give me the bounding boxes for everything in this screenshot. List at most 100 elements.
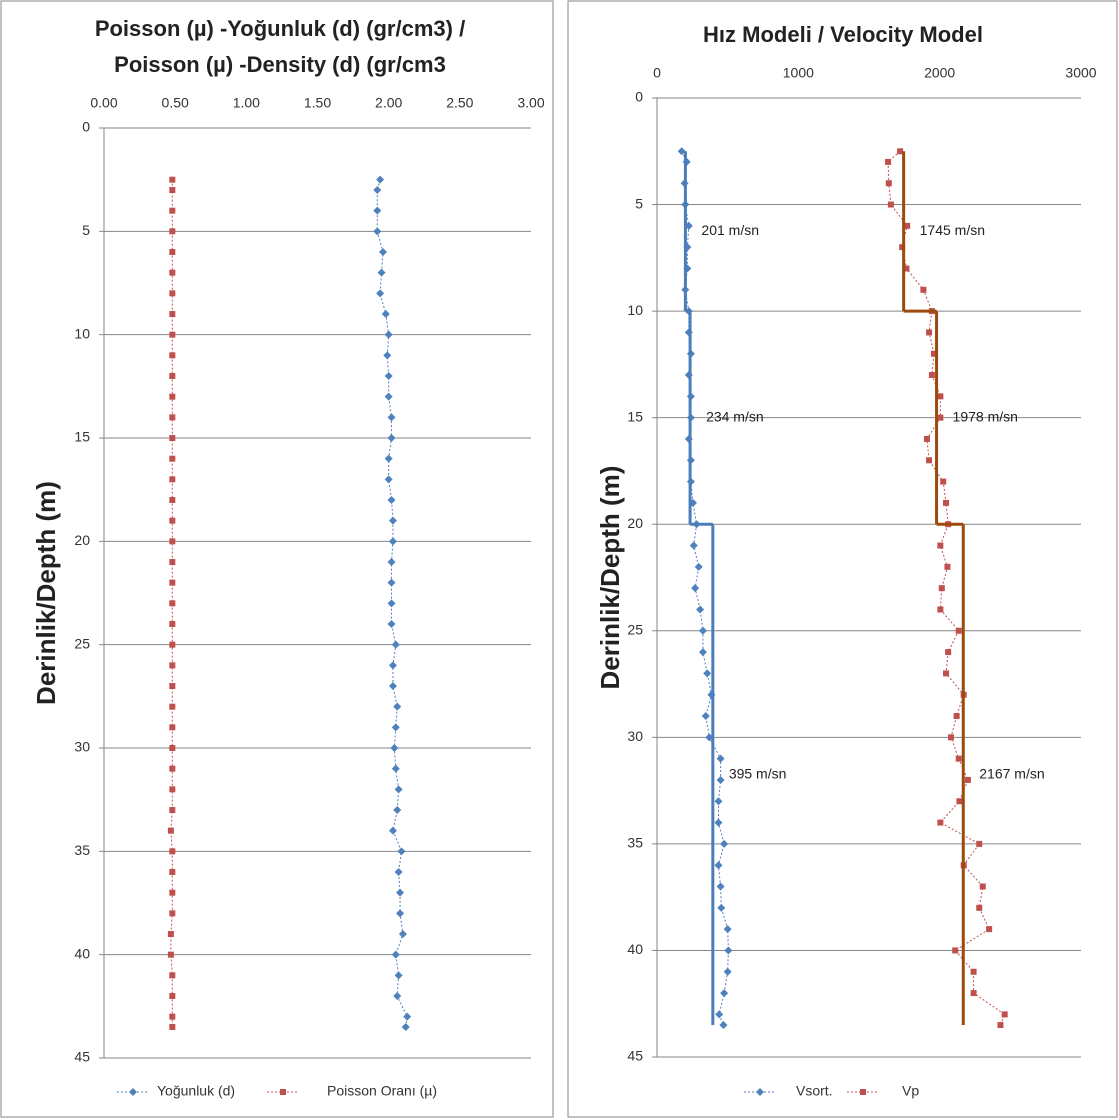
marker	[387, 413, 396, 422]
y-tick-label: 5	[82, 222, 90, 238]
marker	[723, 925, 732, 934]
marker	[383, 351, 392, 360]
marker	[937, 393, 944, 400]
y-tick-label: 0	[635, 89, 643, 105]
y-tick-label: 20	[627, 515, 643, 531]
marker	[976, 840, 983, 847]
marker	[384, 392, 393, 401]
marker	[391, 764, 400, 773]
x-tick-label: 2000	[924, 65, 955, 81]
marker	[955, 755, 962, 762]
marker	[169, 331, 176, 338]
marker	[169, 889, 176, 896]
marker	[716, 882, 725, 891]
data-label: 395 m/sn	[729, 765, 787, 781]
marker	[703, 669, 712, 678]
y-tick-label: 40	[627, 941, 643, 957]
y-tick-label: 0	[82, 119, 90, 135]
marker	[396, 909, 405, 918]
marker	[943, 670, 950, 677]
y-tick-label: 15	[627, 408, 643, 424]
marker	[928, 372, 935, 379]
y-tick-label: 30	[627, 728, 643, 744]
marker	[169, 269, 176, 276]
y-tick-label: 40	[74, 945, 90, 961]
marker	[393, 992, 402, 1000]
marker	[897, 148, 904, 155]
marker	[956, 798, 963, 805]
panel-left	[0, 0, 554, 1118]
marker	[391, 723, 400, 732]
y-tick-label: 25	[627, 621, 643, 637]
marker	[720, 839, 729, 848]
y-tick-label: 10	[74, 325, 90, 341]
marker	[169, 993, 176, 999]
marker	[167, 931, 174, 937]
chart-title: Poisson (µ) -Yoğunluk (d) (gr/cm3) /	[95, 16, 465, 41]
x-tick-label: 0.00	[90, 95, 117, 111]
marker	[1001, 1011, 1008, 1018]
marker	[169, 311, 176, 317]
marker	[943, 499, 950, 506]
marker	[926, 329, 933, 336]
marker	[169, 207, 176, 214]
marker	[129, 1088, 137, 1096]
marker	[387, 578, 396, 587]
y-tick-label: 25	[74, 635, 90, 651]
marker	[390, 744, 399, 752]
marker	[970, 990, 977, 997]
marker	[377, 268, 386, 277]
chart-title: Poisson (µ) -Density (d) (gr/cm3	[114, 52, 446, 77]
marker	[860, 1089, 866, 1095]
marker	[169, 393, 176, 400]
marker	[953, 713, 960, 720]
marker	[696, 605, 705, 614]
marker	[169, 290, 176, 297]
marker	[169, 187, 176, 193]
marker	[373, 206, 382, 215]
panel-right	[567, 0, 1118, 1118]
marker	[937, 819, 944, 826]
marker	[719, 1021, 728, 1030]
y-tick-label: 35	[627, 835, 643, 851]
data-label: 201 m/sn	[701, 222, 759, 238]
marker	[394, 868, 403, 876]
marker	[169, 497, 176, 503]
y-tick-label: 15	[74, 429, 90, 445]
marker	[384, 454, 393, 463]
marker	[714, 797, 723, 806]
marker	[396, 888, 405, 897]
x-tick-label: 2.00	[375, 95, 402, 111]
marker	[403, 1012, 412, 1021]
marker	[391, 640, 400, 649]
marker	[887, 201, 894, 208]
marker	[384, 330, 393, 339]
marker	[714, 861, 723, 870]
marker	[955, 627, 962, 634]
y-tick-label: 10	[627, 302, 643, 318]
marker	[937, 414, 944, 421]
marker	[979, 883, 986, 890]
marker	[169, 435, 176, 441]
x-tick-label: 3000	[1065, 65, 1096, 81]
y-axis-label: Derinlik/Depth (m)	[31, 481, 61, 705]
marker	[169, 972, 176, 979]
marker	[394, 785, 403, 794]
y-tick-label: 5	[635, 195, 643, 211]
marker	[970, 968, 977, 975]
marker	[388, 826, 397, 835]
marker	[169, 176, 176, 183]
marker	[401, 1023, 410, 1031]
marker	[689, 541, 698, 550]
marker	[705, 733, 714, 742]
marker	[986, 926, 993, 933]
marker	[169, 621, 176, 627]
data-label: 234 m/sn	[706, 408, 764, 424]
legend-label: Yoğunluk (d)	[157, 1083, 235, 1099]
marker	[169, 228, 176, 235]
marker	[391, 950, 400, 959]
marker	[388, 516, 397, 525]
marker	[945, 649, 952, 656]
marker	[723, 967, 732, 976]
